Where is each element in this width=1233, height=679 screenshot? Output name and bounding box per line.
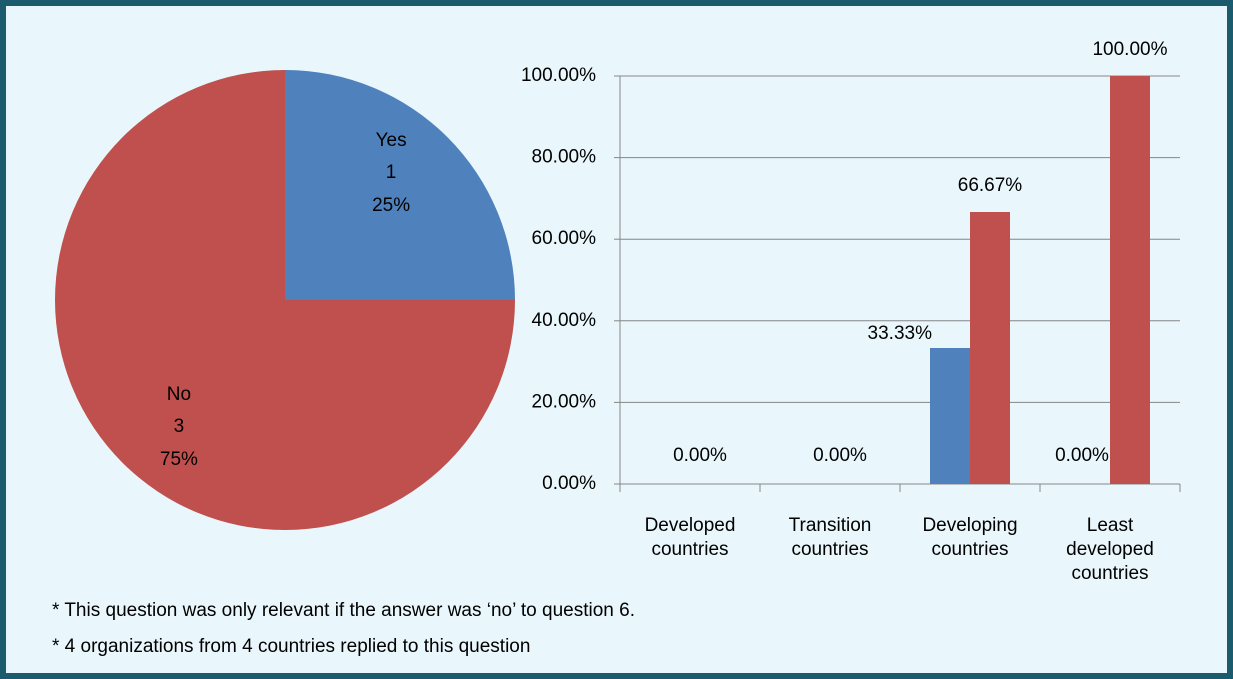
y-tick-label: 20.00% <box>532 391 597 412</box>
y-tick-label: 60.00% <box>532 228 597 249</box>
pie-slice <box>285 70 515 300</box>
slice-percent: 25% <box>372 195 410 216</box>
data-label: 0.00% <box>1055 445 1109 466</box>
charts: Yes 1 25% No 3 75% 0.00% 20.00% 40.00% 60.00% 80.0… <box>55 39 1181 530</box>
bar <box>1110 76 1150 484</box>
y-tick-label: 100.00% <box>521 65 596 86</box>
data-label: 0.00% <box>813 445 867 466</box>
data-label: 33.33% <box>868 323 933 344</box>
data-label: 100.00% <box>1092 39 1167 60</box>
data-label: 0.00% <box>673 445 727 466</box>
bar <box>930 348 970 484</box>
x-tick-label: Transition countries <box>788 515 872 560</box>
y-tick-label: 80.00% <box>532 147 597 168</box>
slice-count: 3 <box>174 416 185 437</box>
x-tick-label: Developing countries <box>922 515 1018 560</box>
x-tick-label: Developed countries <box>644 515 736 560</box>
bar <box>970 211 1010 485</box>
footnote: * This question was only relevant if the… <box>52 600 635 621</box>
data-label: 66.67% <box>958 175 1023 196</box>
x-tick-label: Least developed countries <box>1066 515 1154 584</box>
slice-label: No <box>167 384 191 405</box>
y-tick-label: 40.00% <box>532 310 597 331</box>
y-tick-label: 0.00% <box>542 473 596 494</box>
footnote: * 4 organizations from 4 countries repli… <box>52 636 531 657</box>
slice-percent: 75% <box>160 449 198 470</box>
slice-label: Yes <box>376 130 407 151</box>
slice-count: 1 <box>386 162 397 183</box>
pie-slice <box>55 70 515 530</box>
